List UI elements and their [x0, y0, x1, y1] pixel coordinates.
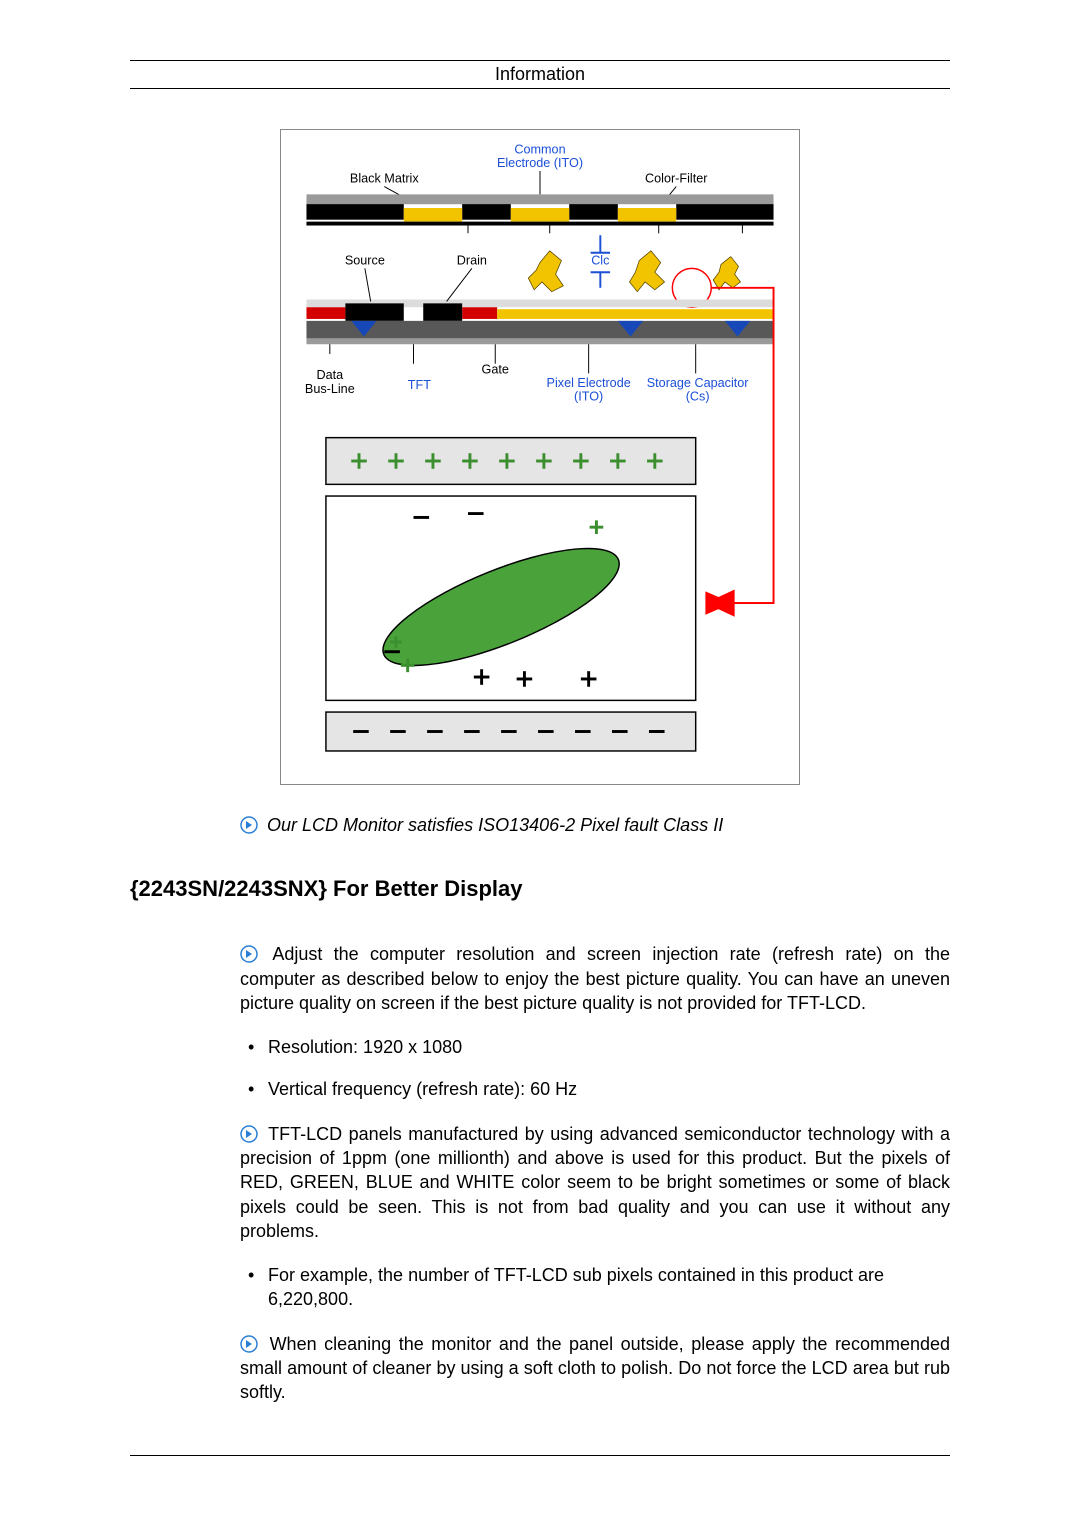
svg-text:Electrode (ITO): Electrode (ITO) [497, 156, 583, 170]
lcd-structure-diagram: Common Electrode (ITO) Black Matrix Colo… [280, 129, 800, 785]
arrow-bullet-icon [240, 1335, 258, 1353]
paragraph-1-text: Adjust the computer resolution and scree… [240, 944, 950, 1013]
spec-list-1: Resolution: 1920 x 1080 Vertical frequen… [240, 1035, 950, 1102]
label-color-filter: Color-Filter [645, 172, 707, 186]
spec-resolution: Resolution: 1920 x 1080 [240, 1035, 950, 1059]
arrow-bullet-icon [240, 945, 258, 963]
label-tft: TFT [408, 378, 431, 392]
label-black-matrix: Black Matrix [350, 172, 419, 186]
spec-subpixels: For example, the number of TFT-LCD sub p… [240, 1263, 950, 1312]
spec-list-2: For example, the number of TFT-LCD sub p… [240, 1263, 950, 1312]
paragraph-3-text: When cleaning the monitor and the panel … [240, 1334, 950, 1403]
svg-text:(ITO): (ITO) [574, 390, 603, 404]
label-gate: Gate [482, 362, 509, 376]
svg-text:Bus-Line: Bus-Line [305, 382, 355, 396]
paragraph-2-text: TFT-LCD panels manufactured by using adv… [240, 1124, 950, 1241]
diagram-top-panel: Common Electrode (ITO) Black Matrix Colo… [305, 143, 774, 404]
arrow-bullet-icon [240, 1125, 258, 1143]
iso-note: Our LCD Monitor satisfies ISO13406-2 Pix… [240, 815, 950, 836]
diagram-bottom-panel [326, 438, 774, 751]
paragraph-1: Adjust the computer resolution and scree… [240, 942, 950, 1015]
arrow-bullet-icon [240, 816, 258, 834]
paragraph-2: TFT-LCD panels manufactured by using adv… [240, 1122, 950, 1243]
page-header-title: Information [495, 64, 585, 84]
spec-refresh: Vertical frequency (refresh rate): 60 Hz [240, 1077, 950, 1101]
paragraph-3: When cleaning the monitor and the panel … [240, 1332, 950, 1405]
svg-text:(Cs): (Cs) [686, 390, 710, 404]
section-heading: {2243SN/2243SNX} For Better Display [130, 876, 950, 902]
label-common-electrode: Common [514, 143, 565, 157]
label-drain: Drain [457, 253, 487, 267]
label-data-bus: Data [316, 368, 344, 382]
label-source: Source [345, 253, 385, 267]
page-header: Information [130, 60, 950, 89]
label-pixel-electrode: Pixel Electrode [547, 376, 631, 390]
label-clc: Clc [591, 253, 609, 267]
footer-rule [130, 1455, 950, 1456]
label-storage-cap: Storage Capacitor [647, 376, 749, 390]
iso-note-text: Our LCD Monitor satisfies ISO13406-2 Pix… [267, 815, 723, 835]
diagram-svg: Common Electrode (ITO) Black Matrix Colo… [287, 136, 793, 778]
